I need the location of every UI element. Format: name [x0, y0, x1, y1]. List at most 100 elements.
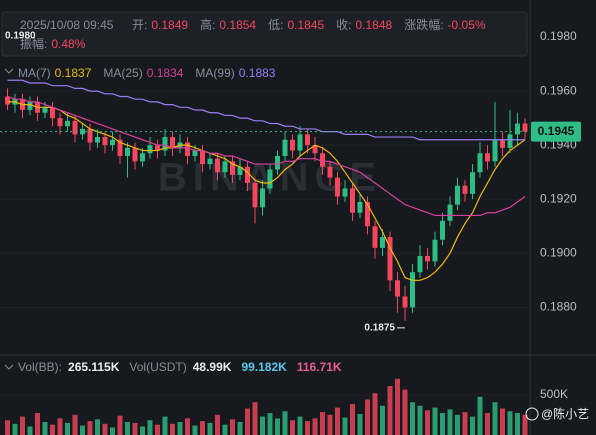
volume-bar: [455, 414, 460, 435]
candle-body: [245, 166, 250, 184]
candle-body: [87, 128, 93, 143]
candle-body: [237, 166, 243, 175]
volume-bar: [140, 426, 145, 435]
candle-body: [387, 237, 393, 281]
header-field-name: 高:: [200, 17, 215, 32]
candle-body: [132, 147, 138, 162]
volume-bar: [350, 404, 355, 435]
header-field-name: 振幅:: [20, 36, 47, 51]
candle-body: [185, 142, 190, 156]
volume-bar: [335, 407, 340, 435]
candle-body: [447, 204, 453, 221]
y-tick-label: 0.1920: [540, 191, 577, 205]
candle-body: [110, 139, 115, 146]
candle-body: [342, 188, 348, 197]
volume-bar: [27, 426, 33, 435]
candle-body: [155, 145, 160, 151]
y-tick-label: 0.1880: [540, 300, 577, 314]
last-price-label: 0.1945: [538, 124, 575, 138]
volume-bar: [305, 421, 310, 435]
candle-body: [282, 139, 288, 156]
plot: [0, 36, 530, 435]
y-tick-label: 0.1900: [540, 245, 577, 259]
candle-body: [432, 239, 438, 262]
volume-bar: [380, 405, 385, 435]
volume-bar: [200, 421, 205, 435]
volume-bar: [320, 412, 325, 435]
candle-body: [117, 139, 123, 156]
candle-body: [267, 169, 273, 189]
volume-legend-name: Vol(USDT): [129, 360, 186, 374]
ma-line: [7, 95, 526, 217]
volume-bar: [72, 414, 78, 435]
volume-legend-value: 116.71K: [297, 360, 342, 374]
volume-legend-value: 48.99K: [193, 360, 232, 374]
user-tag: @陈小艺: [541, 406, 589, 421]
header-field-value: 0.1849: [151, 18, 188, 32]
legend-name: MA(25): [103, 66, 142, 80]
volume-legend-name: Vol(BB):: [18, 360, 62, 374]
volume-bar: [410, 402, 415, 435]
volume-bar: [42, 422, 48, 435]
volume-bar: [155, 424, 160, 435]
candle-body: [470, 172, 475, 194]
volume-bar: [470, 416, 475, 435]
candle-body: [147, 145, 153, 154]
volume-legend-value: 265.115K: [68, 360, 120, 374]
candle-body: [305, 134, 310, 146]
candle-body: [320, 153, 325, 167]
volume-bar: [102, 423, 108, 435]
volume-bar: [275, 418, 280, 435]
candle-body: [417, 255, 423, 273]
volume-bar: [65, 422, 70, 435]
volume-bar: [207, 422, 213, 435]
volume-bar: [20, 416, 25, 435]
candle-body: [215, 158, 220, 173]
candle-body: [515, 123, 520, 135]
legend-value: 0.1883: [239, 66, 276, 80]
volume-bar: [365, 399, 370, 435]
candle-body: [522, 123, 528, 132]
volume-bar: [252, 402, 258, 435]
candle-body: [365, 201, 370, 227]
candle-body: [72, 120, 78, 135]
volume-bar: [132, 422, 138, 435]
header-field-value: -0.05%: [448, 18, 486, 32]
header-field-value: 0.48%: [51, 37, 85, 51]
candle-body: [425, 255, 430, 262]
candle-body: [207, 158, 213, 165]
ma-line: [7, 101, 526, 281]
volume-bar: [515, 413, 520, 435]
volume-bar: [477, 396, 483, 435]
volume-bar: [125, 422, 130, 435]
volume-bar: [432, 407, 438, 435]
volume-tick-label: 500K: [540, 387, 568, 401]
volume-bar: [500, 408, 505, 435]
volume-bar: [522, 414, 528, 435]
last-price-tag: [531, 121, 581, 142]
header-time: 2025/10/08 09:45: [20, 18, 114, 32]
candle-body: [395, 280, 400, 297]
candle-body: [102, 137, 108, 146]
header-field-name: 涨跌幅:: [404, 17, 443, 32]
volume-bar: [357, 413, 363, 435]
candle-body: [27, 101, 33, 111]
candle-body: [477, 153, 483, 173]
candle-body: [455, 185, 460, 205]
volume-bar: [110, 427, 115, 435]
candle-body: [485, 153, 490, 162]
legend-name: MA(7): [18, 66, 51, 80]
candle-body: [312, 145, 318, 154]
candle-body: [500, 139, 505, 148]
candle-body: [200, 150, 205, 165]
volume-bar: [237, 422, 243, 435]
candle-body: [372, 226, 378, 248]
volume-bar: [5, 420, 10, 435]
candle-body: [222, 161, 228, 173]
volume-bar: [192, 425, 198, 435]
candle-body: [5, 96, 10, 105]
candle-body: [357, 201, 363, 213]
candle-body: [327, 166, 333, 178]
